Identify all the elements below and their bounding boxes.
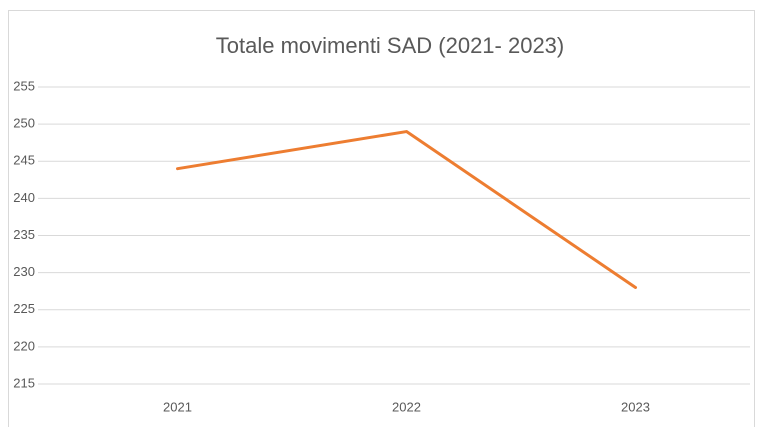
y-tick-label: 250 [13,116,35,131]
y-tick-label: 230 [13,264,35,279]
y-tick-label: 225 [13,301,35,316]
chart-title: Totale movimenti SAD (2021- 2023) [216,33,565,58]
y-tick-label: 240 [13,190,35,205]
y-tick-label: 215 [13,375,35,390]
y-tick-label: 235 [13,227,35,242]
x-tick-label: 2023 [621,399,650,414]
x-tick-label: 2022 [392,399,421,414]
x-tick-label: 2021 [163,399,192,414]
y-tick-label: 255 [13,78,35,93]
y-tick-label: 245 [13,153,35,168]
chart-frame [8,10,755,427]
y-tick-label: 220 [13,338,35,353]
data-line [176,130,637,289]
